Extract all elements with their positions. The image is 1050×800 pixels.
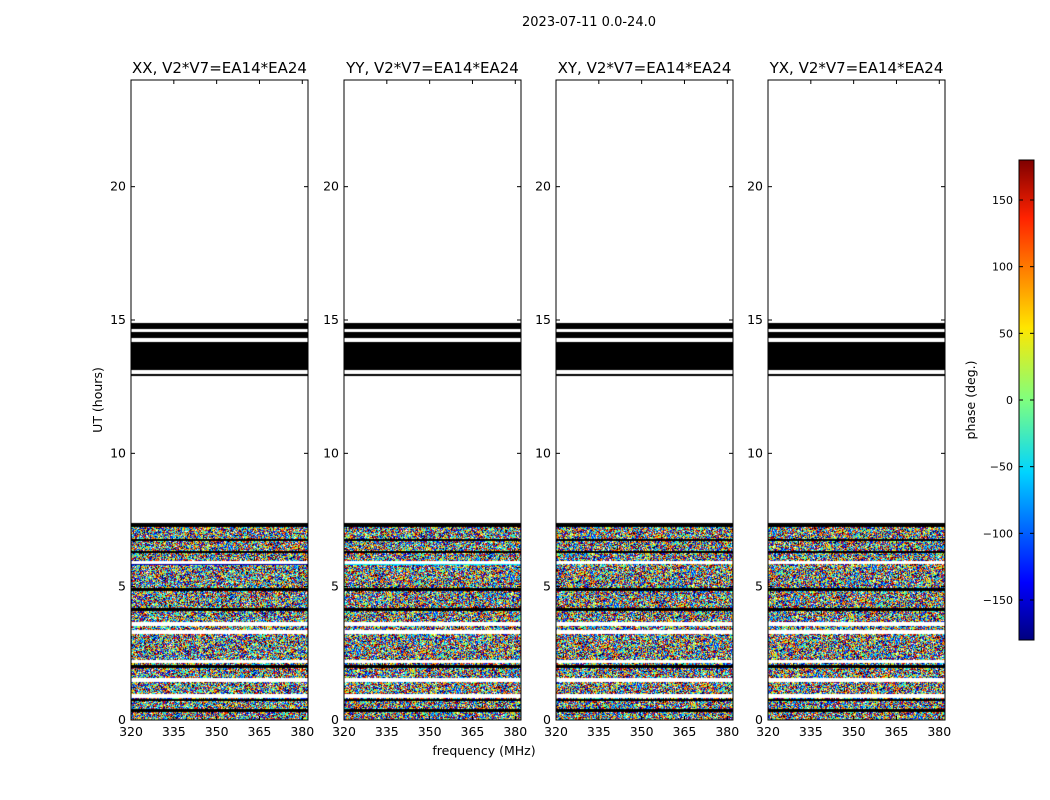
x-tick-label: 380 bbox=[715, 724, 739, 739]
y-axis-label: UT (hours) bbox=[90, 367, 105, 433]
y-tick-label: 15 bbox=[323, 312, 339, 327]
colorbar-tick-label: −50 bbox=[990, 461, 1013, 474]
panels: XX, V2*V7=EA14*EA24 320 335 350 365 380 0 5 10 15… bbox=[110, 59, 951, 739]
panel-heatmap bbox=[344, 80, 521, 720]
colorbar-label: phase (deg.) bbox=[963, 361, 978, 440]
x-tick-label: 320 bbox=[332, 724, 356, 739]
x-tick-label: 350 bbox=[418, 724, 442, 739]
panel-2: YY, V2*V7=EA14*EA24 320 335 350 365 380 0 5 10 15… bbox=[323, 59, 527, 739]
panel-frame bbox=[130, 79, 309, 721]
panel-title: XX, V2*V7=EA14*EA24 bbox=[132, 59, 307, 77]
colorbar-tick-label: −100 bbox=[983, 527, 1013, 540]
x-tick-label: 380 bbox=[503, 724, 527, 739]
y-tick-label: 0 bbox=[755, 712, 763, 727]
panel-title: YX, V2*V7=EA14*EA24 bbox=[769, 59, 944, 77]
colorbar: −150 −100 −50 0 50 100 150 phase (deg.) bbox=[963, 159, 1035, 641]
x-tick-label: 365 bbox=[673, 724, 697, 739]
colorbar-tick-label: 150 bbox=[992, 194, 1013, 207]
x-tick-label: 320 bbox=[544, 724, 568, 739]
colorbar-tick-label: 0 bbox=[1006, 394, 1013, 407]
x-axis-label: frequency (MHz) bbox=[432, 743, 535, 758]
panel-frame bbox=[343, 79, 522, 721]
y-tick-label: 0 bbox=[331, 712, 339, 727]
panel-heatmap bbox=[556, 80, 733, 720]
panel-heatmap bbox=[131, 80, 308, 720]
y-tick-label: 10 bbox=[747, 445, 763, 460]
y-tick-label: 15 bbox=[110, 312, 126, 327]
x-tick-label: 335 bbox=[799, 724, 823, 739]
y-tick-label: 0 bbox=[543, 712, 551, 727]
y-tick-label: 20 bbox=[110, 179, 126, 194]
y-tick-label: 5 bbox=[543, 579, 551, 594]
y-tick-label: 20 bbox=[535, 179, 551, 194]
panel-3: XY, V2*V7=EA14*EA24 320 335 350 365 380 0 5 10 15… bbox=[535, 59, 739, 739]
x-tick-label: 335 bbox=[587, 724, 611, 739]
y-tick-label: 20 bbox=[323, 179, 339, 194]
x-tick-label: 380 bbox=[290, 724, 314, 739]
y-tick-label: 15 bbox=[535, 312, 551, 327]
colorbar-tick-label: 100 bbox=[992, 261, 1013, 274]
x-tick-label: 320 bbox=[756, 724, 780, 739]
panel-frame bbox=[555, 79, 734, 721]
y-tick-label: 20 bbox=[747, 179, 763, 194]
panel-4: YX, V2*V7=EA14*EA24 320 335 350 365 380 0 5 10 15… bbox=[747, 59, 951, 739]
x-tick-label: 350 bbox=[630, 724, 654, 739]
colorbar-tick-label: 50 bbox=[999, 327, 1013, 340]
y-tick-label: 0 bbox=[118, 712, 126, 727]
x-tick-label: 365 bbox=[248, 724, 272, 739]
colorbar-ticks: −150 −100 −50 0 50 100 150 bbox=[983, 194, 1034, 607]
panel-title: XY, V2*V7=EA14*EA24 bbox=[558, 59, 732, 77]
x-tick-label: 350 bbox=[205, 724, 229, 739]
x-tick-label: 365 bbox=[885, 724, 909, 739]
x-tick-label: 365 bbox=[461, 724, 485, 739]
y-tick-label: 10 bbox=[323, 445, 339, 460]
x-tick-label: 335 bbox=[162, 724, 186, 739]
x-tick-label: 320 bbox=[119, 724, 143, 739]
y-tick-label: 10 bbox=[110, 445, 126, 460]
colorbar-tick-label: −150 bbox=[983, 594, 1013, 607]
y-tick-label: 5 bbox=[118, 579, 126, 594]
y-tick-label: 10 bbox=[535, 445, 551, 460]
y-tick-label: 5 bbox=[331, 579, 339, 594]
figure-suptitle: 2023-07-11 0.0-24.0 bbox=[522, 15, 656, 30]
panel-heatmap bbox=[768, 80, 945, 720]
x-tick-label: 335 bbox=[375, 724, 399, 739]
panel-frame bbox=[767, 79, 946, 721]
x-tick-label: 380 bbox=[927, 724, 951, 739]
y-tick-label: 15 bbox=[747, 312, 763, 327]
panel-title: YY, V2*V7=EA14*EA24 bbox=[345, 59, 519, 77]
y-tick-label: 5 bbox=[755, 579, 763, 594]
x-tick-label: 350 bbox=[842, 724, 866, 739]
panel-1: XX, V2*V7=EA14*EA24 320 335 350 365 380 0 5 10 15… bbox=[110, 59, 314, 739]
